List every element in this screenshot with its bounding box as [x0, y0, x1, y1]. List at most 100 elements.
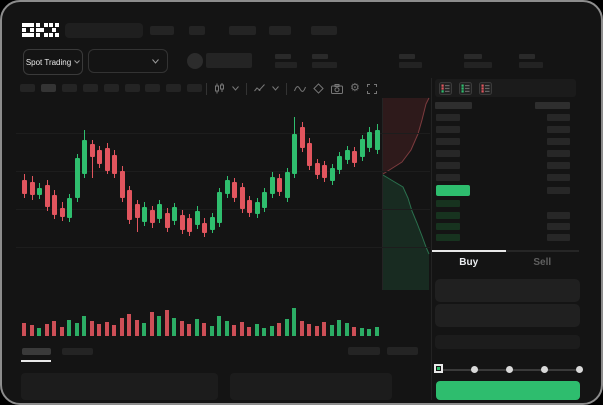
volume-bar	[44, 324, 49, 336]
volume-bar	[194, 319, 199, 336]
slider-dot[interactable]	[506, 366, 513, 373]
candle-body	[74, 158, 80, 198]
camera-icon[interactable]	[331, 83, 343, 94]
slider-dot[interactable]	[541, 366, 548, 373]
volume-bar	[67, 320, 71, 336]
draw-tool-icon[interactable]	[313, 83, 324, 94]
volume-bar	[97, 324, 101, 336]
volume-bar	[329, 325, 334, 336]
candle-body	[127, 190, 132, 220]
volume-bar	[157, 316, 161, 336]
chevron-down-icon[interactable]	[272, 86, 279, 91]
bottom-tab[interactable]	[62, 348, 93, 355]
order-amount-field[interactable]	[435, 304, 580, 327]
candle-body	[292, 134, 297, 174]
candle-body	[269, 177, 275, 194]
tab-buy[interactable]: Buy	[432, 250, 506, 274]
ask-row-price[interactable]	[436, 126, 460, 133]
bid-row-price[interactable]	[436, 212, 460, 219]
bottom-filter-pill[interactable]	[387, 347, 418, 355]
slider-handle[interactable]	[434, 364, 443, 373]
volume-bar	[104, 322, 109, 336]
candle-body	[352, 151, 357, 163]
nav-item[interactable]	[229, 26, 256, 35]
bottom-tab[interactable]	[22, 348, 51, 355]
ask-row-price[interactable]	[436, 138, 460, 145]
chevron-down-icon	[74, 60, 81, 64]
candle-body	[322, 165, 327, 178]
ask-row-amount	[547, 150, 570, 157]
market-type-label: Spot Trading	[25, 57, 72, 67]
chevron-down-icon[interactable]	[232, 86, 239, 91]
candle-body	[67, 198, 72, 218]
ticker-stat-label	[519, 54, 535, 59]
settings-gear-icon[interactable]: ⚙	[350, 82, 360, 94]
candle-body	[89, 144, 95, 157]
candle-body	[329, 168, 335, 181]
volume-bar	[247, 327, 251, 336]
volume-bar	[359, 328, 364, 336]
ask-row-amount	[547, 114, 570, 121]
last-price-amount	[547, 187, 570, 194]
candle-body	[307, 143, 312, 166]
slider-dot[interactable]	[471, 366, 478, 373]
last-price-bar[interactable]	[436, 185, 470, 196]
pair-selector[interactable]	[88, 49, 168, 73]
timeframe-button[interactable]	[103, 84, 119, 92]
candle-body	[232, 182, 237, 198]
buy-submit-button[interactable]	[436, 381, 580, 400]
nav-item[interactable]	[189, 26, 205, 35]
volume-bar	[322, 322, 326, 336]
candle-body	[247, 200, 252, 213]
indicator-icon[interactable]	[254, 83, 265, 94]
bid-row-price[interactable]	[436, 234, 460, 241]
line-tool-icon[interactable]	[294, 85, 306, 93]
bid-row-price[interactable]	[436, 223, 460, 230]
candle-body	[254, 202, 260, 214]
ticker-stat-label	[464, 54, 482, 59]
bid-row-price[interactable]	[436, 200, 460, 207]
candle-body	[179, 215, 185, 230]
chart-type-icon[interactable]	[214, 83, 225, 94]
orderbook-asks-icon[interactable]	[479, 81, 492, 95]
volume-bar	[134, 320, 139, 336]
orderbook-combined-icon[interactable]	[439, 81, 452, 95]
timeframe-button[interactable]	[145, 84, 161, 92]
timeframe-button[interactable]	[20, 84, 35, 92]
timeframe-button[interactable]	[82, 84, 98, 92]
nav-item[interactable]	[150, 26, 174, 35]
volume-bar	[239, 322, 244, 336]
nav-item[interactable]	[311, 26, 337, 35]
timeframe-button[interactable]	[124, 84, 140, 92]
nav-item[interactable]	[269, 26, 291, 35]
volume-bar	[307, 324, 311, 336]
ask-row-price[interactable]	[436, 150, 460, 157]
ticker-stat-value	[399, 62, 422, 68]
timeframe-button[interactable]	[166, 84, 182, 92]
volume-bar	[269, 326, 274, 336]
market-type-selector[interactable]: Spot Trading	[23, 49, 83, 75]
order-price-field[interactable]	[435, 279, 580, 302]
search-field[interactable]	[65, 23, 143, 38]
bottom-tab-underline	[21, 360, 51, 362]
volume-bar	[179, 321, 184, 336]
ask-row-amount	[547, 174, 570, 181]
timeframe-button[interactable]	[61, 84, 77, 92]
ask-row-price[interactable]	[436, 162, 460, 169]
timeframe-button[interactable]	[40, 84, 56, 92]
volume-bar	[172, 318, 176, 336]
candle-body	[44, 185, 50, 207]
volume-bar	[112, 325, 116, 336]
slider-dot[interactable]	[576, 366, 583, 373]
orderbook-bids-icon[interactable]	[459, 81, 472, 95]
candle-body	[374, 130, 380, 150]
ask-row-price[interactable]	[436, 114, 460, 121]
fullscreen-icon[interactable]	[366, 83, 377, 94]
bottom-filter-pill[interactable]	[348, 347, 380, 355]
candle-body	[134, 204, 140, 218]
timeframe-button[interactable]	[187, 84, 203, 92]
tab-sell[interactable]: Sell	[505, 250, 579, 274]
volume-bar	[37, 328, 41, 336]
orderbook-toolbar	[435, 79, 576, 97]
ask-row-price[interactable]	[436, 174, 460, 181]
